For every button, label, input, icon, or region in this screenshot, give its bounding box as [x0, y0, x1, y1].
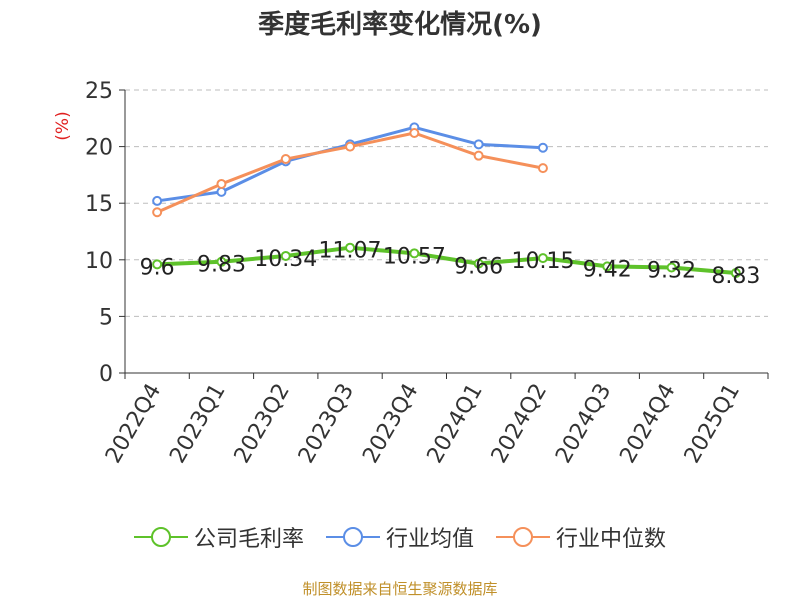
legend-label: 行业中位数 [556, 527, 667, 552]
legend-label: 公司毛利率 [193, 527, 304, 552]
legend: 公司毛利率 行业均值 行业中位数 [0, 520, 800, 554]
data-point [666, 262, 677, 273]
x-tick-label: 2023Q2 [230, 380, 295, 468]
data-point [537, 163, 548, 174]
data-point [152, 195, 163, 206]
data-point [473, 139, 484, 150]
legend-item[interactable]: 行业均值 [325, 521, 474, 553]
legend-swatch-icon [325, 527, 380, 547]
legend-item[interactable]: 行业中位数 [496, 521, 666, 553]
legend-swatch-icon [133, 527, 188, 547]
data-point [152, 207, 163, 218]
data-point [345, 242, 356, 253]
data-point [280, 154, 291, 165]
x-tick-label: 2025Q1 [680, 380, 745, 468]
data-label: 10.15 [511, 249, 574, 274]
data-label: 9.42 [583, 257, 632, 282]
data-label: 9.32 [647, 258, 696, 283]
x-tick-label: 2024Q1 [423, 380, 488, 468]
data-point [537, 253, 548, 264]
y-axis-label: (%) [53, 111, 73, 140]
x-tick-label: 2023Q4 [358, 380, 423, 468]
data-point [473, 150, 484, 161]
y-tick-label: 25 [85, 79, 113, 104]
y-tick-label: 10 [85, 249, 113, 274]
data-label: 10.34 [254, 247, 317, 272]
data-point [152, 259, 163, 270]
data-point [602, 261, 613, 272]
chart-title: 季度毛利率变化情况(%) [258, 10, 542, 40]
y-tick-label: 15 [85, 192, 113, 217]
data-point [216, 178, 227, 189]
data-point [345, 141, 356, 152]
legend-swatch-icon [496, 527, 550, 547]
x-tick-label: 2024Q4 [615, 380, 680, 468]
data-point [473, 258, 484, 269]
x-tick-label: 2023Q1 [165, 380, 230, 468]
series-lines [152, 122, 741, 279]
y-tick-label: 20 [85, 136, 113, 161]
data-point [280, 250, 291, 261]
series-line [156, 125, 544, 203]
data-label: 9.83 [197, 253, 246, 278]
data-point [409, 248, 420, 259]
legend-item[interactable]: 公司毛利率 [133, 521, 304, 553]
y-tick-label: 0 [99, 362, 113, 387]
data-point [409, 128, 420, 139]
data-point [537, 142, 548, 153]
data-label: 9.6 [140, 255, 175, 280]
data-labels: 9.6 9.83 10.34 11.07 10.57 9.66 10.15 9.42 9.32 8… [140, 239, 761, 289]
x-tick-label: 2022Q4 [101, 380, 166, 468]
data-point [216, 186, 227, 197]
data-label: 9.66 [454, 255, 503, 280]
data-label: 8.83 [711, 264, 760, 289]
grid-lines [125, 89, 768, 317]
x-tick-label: 2024Q2 [487, 380, 552, 468]
x-tick-label: 2023Q3 [294, 380, 359, 468]
data-point [730, 268, 741, 279]
data-label: 11.07 [319, 239, 382, 264]
series-line [157, 245, 737, 276]
data-label: 10.57 [383, 244, 446, 269]
data-point [216, 256, 227, 267]
y-tick-label: 5 [99, 305, 113, 330]
source-note: 制图数据来自恒生聚源数据库 [302, 580, 498, 598]
x-tick-label: 2024Q3 [551, 380, 616, 468]
legend-label: 行业均值 [385, 527, 474, 552]
